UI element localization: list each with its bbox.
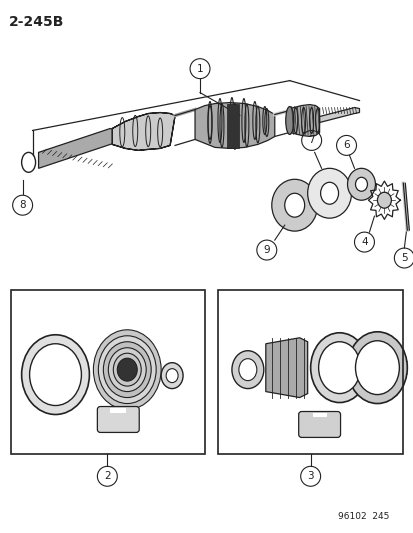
Text: 9: 9 [263,245,269,255]
Text: 1: 1 [196,63,203,74]
Text: 3: 3 [306,471,313,481]
Ellipse shape [93,330,161,409]
Polygon shape [289,104,319,136]
Ellipse shape [355,177,367,191]
Bar [110,408,126,413]
FancyBboxPatch shape [97,407,139,432]
Ellipse shape [285,107,293,134]
Polygon shape [195,102,274,148]
Text: 7: 7 [308,135,314,146]
Ellipse shape [117,358,137,381]
Ellipse shape [347,332,406,403]
Ellipse shape [231,351,263,389]
Ellipse shape [238,359,256,381]
Text: 2: 2 [104,471,110,481]
Bar [312,413,326,417]
Ellipse shape [103,342,151,398]
Bar [11,290,204,454]
Ellipse shape [377,192,390,208]
Ellipse shape [284,193,304,217]
Ellipse shape [307,168,351,218]
Text: 96102  245: 96102 245 [337,512,389,521]
Ellipse shape [161,362,183,389]
Ellipse shape [98,336,156,403]
Text: 4: 4 [360,237,367,247]
Ellipse shape [166,369,178,383]
Ellipse shape [320,182,338,204]
Wedge shape [27,163,30,169]
Ellipse shape [21,335,89,415]
Text: 8: 8 [19,200,26,210]
Ellipse shape [310,333,368,402]
Ellipse shape [355,341,399,394]
Ellipse shape [347,168,375,200]
Ellipse shape [113,353,141,386]
Ellipse shape [108,348,146,392]
Bar [226,103,238,148]
Polygon shape [112,112,175,150]
Text: 2-245B: 2-245B [9,15,64,29]
Ellipse shape [271,179,317,231]
Text: 5: 5 [400,253,407,263]
Text: 6: 6 [342,140,349,150]
Bar [217,290,402,454]
FancyBboxPatch shape [298,411,340,438]
Polygon shape [319,108,358,123]
Ellipse shape [318,342,360,393]
Polygon shape [38,128,116,168]
Polygon shape [265,338,307,398]
Ellipse shape [29,344,81,406]
